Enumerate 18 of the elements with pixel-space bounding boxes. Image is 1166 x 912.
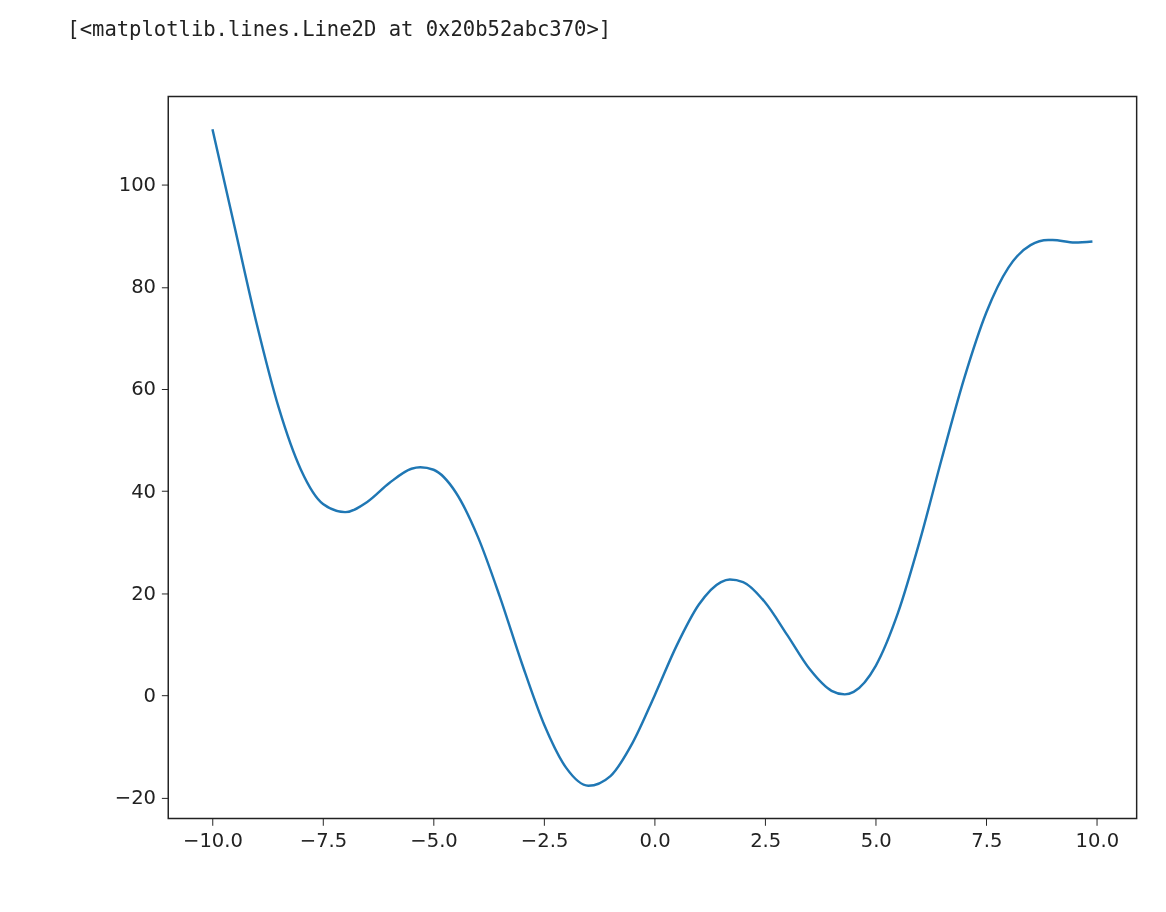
x-tick-label: 0.0 xyxy=(639,829,671,853)
x-tick-label: −10.0 xyxy=(183,829,243,853)
text: [<matplotlib.lines.Line2D at 0x20b52abc370>] xyxy=(67,16,612,41)
x-tick-label: 5.0 xyxy=(860,829,892,853)
x-tick-label: −5.0 xyxy=(410,829,458,853)
x-tick-label: 7.5 xyxy=(971,829,1003,853)
y-tick-label: 60 xyxy=(131,377,157,401)
y-tick-label: 0 xyxy=(143,683,157,707)
y-tick-label: 80 xyxy=(131,275,157,299)
y-tick-label: 20 xyxy=(131,581,157,605)
x-tick-label: 2.5 xyxy=(750,829,782,853)
x-tick-label: 10.0 xyxy=(1075,829,1120,853)
y-tick-label: 40 xyxy=(131,479,157,503)
x-tick-label: −2.5 xyxy=(520,829,569,853)
y-tick-label: −20 xyxy=(114,785,157,809)
x-tick-label: −7.5 xyxy=(299,829,348,853)
y-tick-label: 100 xyxy=(118,173,157,197)
line-series xyxy=(211,127,1094,788)
